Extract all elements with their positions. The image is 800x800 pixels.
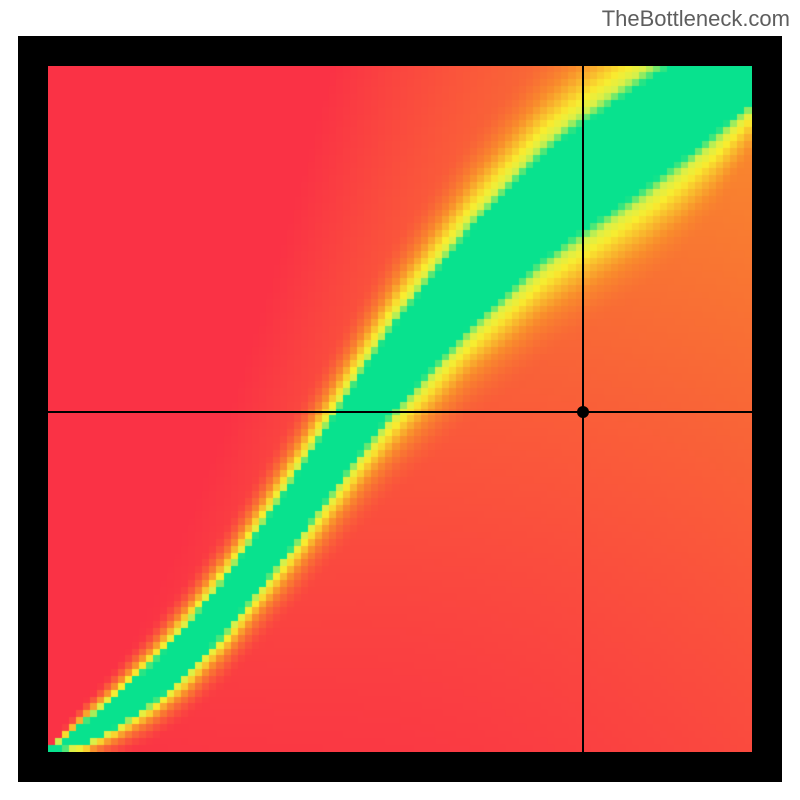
watermark-text: TheBottleneck.com: [602, 6, 790, 32]
crosshair-horizontal: [48, 411, 752, 413]
plot-border: [18, 36, 782, 782]
